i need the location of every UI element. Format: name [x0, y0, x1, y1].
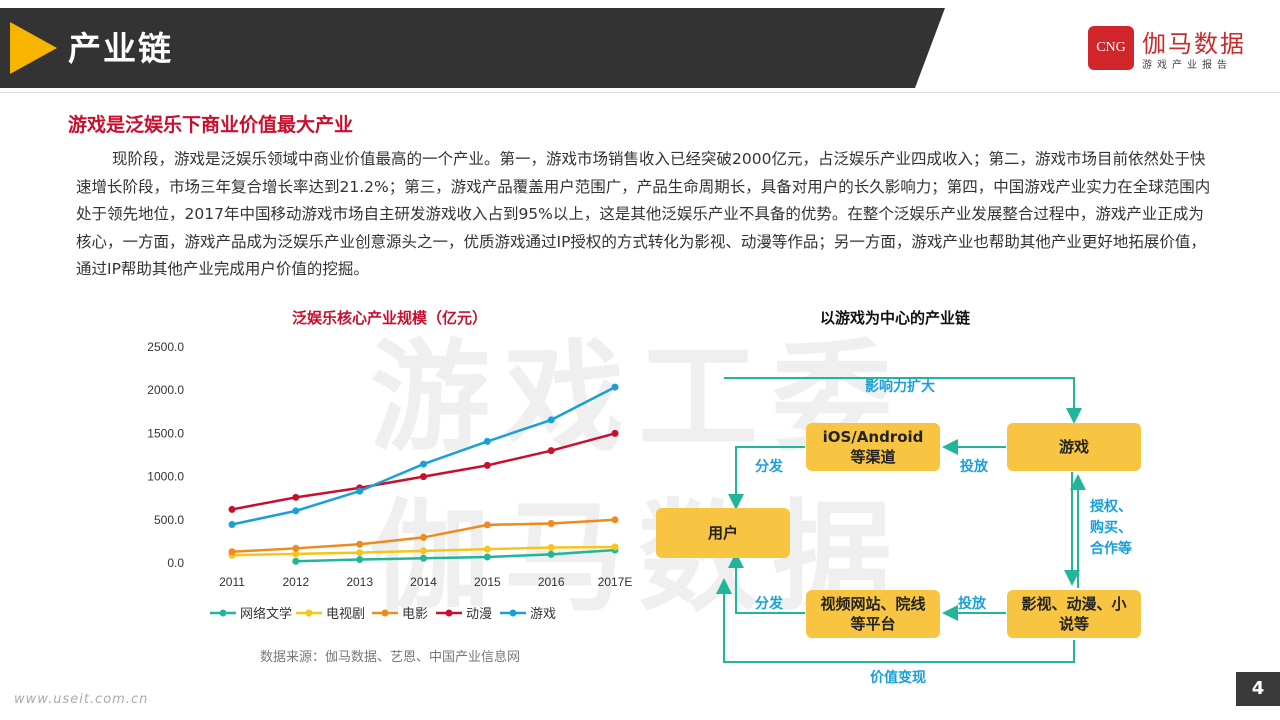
- data-point: [228, 520, 236, 528]
- y-tick-label: 0.0: [167, 556, 184, 570]
- data-point: [292, 557, 300, 565]
- series-line: [295, 548, 616, 563]
- data-point: [611, 543, 619, 551]
- data-point: [420, 473, 427, 481]
- label-distribute-bottom: 分发: [755, 596, 783, 612]
- logo-name: 伽马数据: [1142, 30, 1246, 58]
- legend-item: 电视剧: [296, 603, 365, 622]
- series-line: [231, 432, 616, 511]
- data-point: [483, 545, 491, 553]
- chart-title: 泛娱乐核心产业规模（亿元）: [292, 309, 488, 327]
- arrow-influence: [724, 377, 1082, 424]
- node-game: 游戏: [1007, 423, 1141, 471]
- y-tick-label: 1500.0: [147, 426, 184, 440]
- data-point: [356, 556, 364, 564]
- data-point: [483, 553, 491, 561]
- legend-label: 网络文学: [240, 607, 293, 622]
- data-point: [483, 521, 491, 529]
- data-point: [420, 547, 427, 555]
- arrow-distribute-bottom: [728, 552, 805, 614]
- x-tick-label: 2013: [346, 575, 373, 589]
- data-point: [356, 549, 364, 557]
- series-line: [231, 385, 616, 526]
- legend-item: 电影: [372, 603, 428, 622]
- data-point: [547, 550, 555, 558]
- y-tick-label: 2000.0: [147, 383, 184, 397]
- legend-swatch: [296, 609, 322, 616]
- data-point: [420, 533, 427, 541]
- node-user: 用户: [656, 508, 790, 558]
- data-point: [420, 460, 427, 468]
- header-divider: [0, 92, 1280, 93]
- data-point: [228, 505, 236, 513]
- node-video: 视频网站、院线 等平台: [806, 590, 940, 638]
- legend-item: 网络文学: [210, 603, 292, 622]
- arrow-distribute-top: [728, 446, 805, 510]
- label-influence: 影响力扩大: [865, 379, 935, 395]
- data-point: [356, 487, 364, 495]
- label-distribute-top: 分发: [755, 459, 783, 475]
- label-monetize: 价值变现: [870, 670, 926, 686]
- y-tick-label: 1000.0: [147, 470, 184, 484]
- source-note: 数据来源：伽马数据、艺恩、中国产业信息网: [260, 650, 521, 665]
- y-tick-label: 500.0: [154, 513, 184, 527]
- body-text: 现阶段，游戏是泛娱乐领域中商业价值最高的一个产业。第一，游戏市场销售收入已经突破…: [76, 150, 1211, 279]
- line-chart: 0.0 500.0 1000.0 1500.0 2000.0 2500.0 2011 2012…: [147, 340, 633, 589]
- play-arrow-icon: [10, 22, 57, 74]
- legend-label: 游戏: [530, 607, 557, 622]
- data-point: [483, 461, 491, 469]
- legend-item: 游戏: [500, 603, 556, 622]
- data-point: [547, 520, 555, 528]
- x-tick-label: 2014: [410, 575, 437, 589]
- data-point: [611, 516, 619, 524]
- label-license: 授权、 购买、 合作等: [1090, 499, 1132, 557]
- logo-mark: CNG: [1088, 26, 1134, 70]
- data-point: [547, 416, 555, 424]
- data-point: [611, 383, 619, 391]
- data-point: [483, 437, 491, 445]
- data-point: [292, 550, 300, 558]
- page-title: 产业链: [68, 29, 173, 68]
- legend-swatch: [210, 609, 236, 616]
- flow-arrows: [716, 377, 1086, 663]
- x-tick-label: 2016: [538, 575, 565, 589]
- data-point: [547, 543, 555, 551]
- legend-swatch: [500, 609, 526, 616]
- section-heading: 游戏是泛娱乐下商业价值最大产业: [68, 114, 354, 136]
- node-media: 影视、动漫、小 说等: [1007, 590, 1141, 638]
- data-point: [356, 540, 364, 548]
- data-point: [611, 429, 619, 437]
- footer-url: www.useit.com.cn: [14, 692, 149, 707]
- x-tick-label: 2017E: [598, 575, 633, 589]
- body-paragraph: 现阶段，游戏是泛娱乐领域中商业价值最高的一个产业。第一，游戏市场销售收入已经突破…: [76, 146, 1216, 284]
- header-bar: [0, 8, 945, 88]
- page-number: 4: [1236, 672, 1280, 706]
- data-point: [420, 554, 427, 562]
- legend-item: 动漫: [436, 603, 492, 622]
- data-point: [547, 447, 555, 455]
- data-point: [292, 493, 300, 501]
- legend-label: 电视剧: [326, 607, 366, 622]
- data-point: [292, 507, 300, 515]
- data-point: [292, 544, 300, 552]
- chart-legend: 网络文学 电视剧 电影 动漫 游戏: [210, 603, 630, 622]
- watermark-line1: 游戏工委: [370, 329, 906, 468]
- legend-swatch: [436, 609, 462, 616]
- label-release-top: 投放: [960, 459, 988, 475]
- data-point: [228, 548, 236, 556]
- x-tick-label: 2011: [219, 575, 245, 589]
- diagram-title: 以游戏为中心的产业链: [820, 309, 971, 327]
- legend-swatch: [372, 609, 398, 616]
- legend-label: 动漫: [466, 607, 493, 622]
- arrow-monetize: [716, 578, 1075, 663]
- node-channels: iOS/Android 等渠道: [806, 423, 940, 471]
- x-tick-label: 2012: [282, 575, 309, 589]
- x-tick-label: 2015: [474, 575, 501, 589]
- legend-label: 电影: [402, 607, 429, 622]
- y-tick-label: 2500.0: [147, 340, 184, 354]
- logo-subtitle: 游戏产业报告: [1142, 60, 1232, 71]
- label-release-bottom: 投放: [958, 596, 986, 612]
